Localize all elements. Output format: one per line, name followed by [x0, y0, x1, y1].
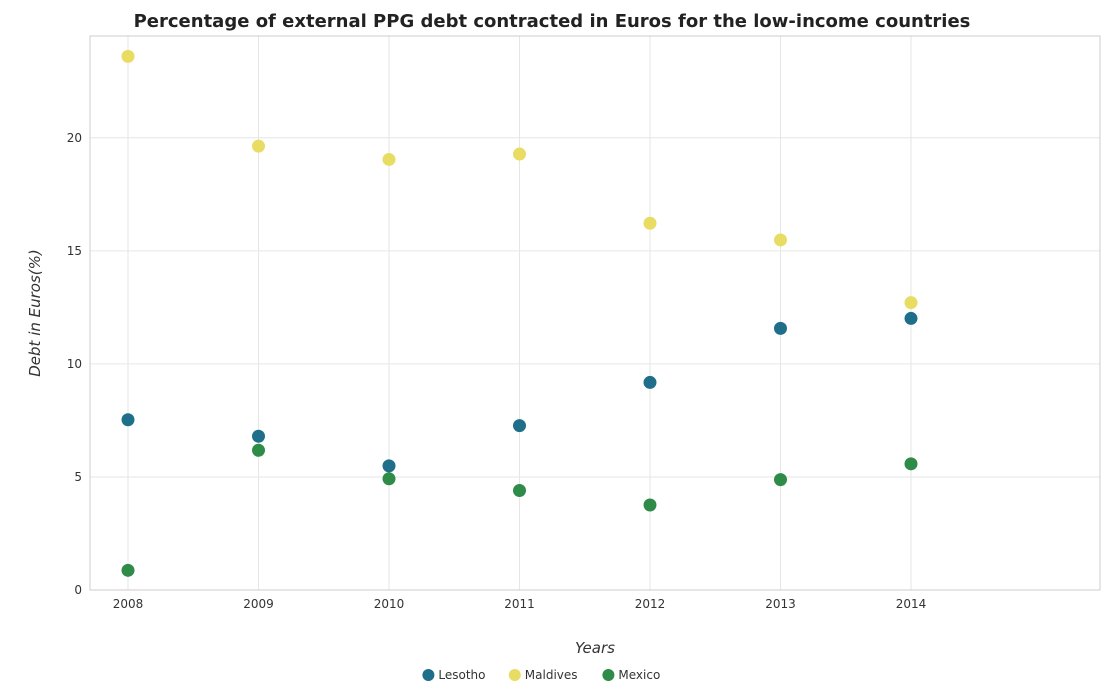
point-maldives: [382, 152, 396, 166]
point-maldives: [774, 233, 787, 247]
point-maldives: [513, 147, 526, 161]
data-points: [121, 49, 918, 577]
point-mexico: [382, 472, 396, 486]
point-maldives: [252, 139, 265, 153]
x-axis-ticks: 2008 2009 2010 2011 2012 2013 2014: [113, 597, 927, 611]
x-tick-label: 2008: [113, 597, 144, 611]
x-tick-label: 2011: [504, 597, 535, 611]
grid-lines: [90, 36, 1100, 591]
point-mexico: [121, 563, 135, 577]
point-lesotho: [252, 429, 265, 443]
point-lesotho: [121, 413, 135, 427]
x-tick-label: 2010: [374, 597, 405, 611]
y-tick-label: 15: [67, 244, 82, 258]
point-mexico: [252, 443, 265, 457]
y-axis-ticks: 0 5 10 15 20: [67, 131, 82, 597]
legend: Lesotho Maldives Mexico: [422, 668, 660, 682]
point-lesotho: [904, 311, 918, 325]
legend-marker-mexico: [602, 669, 615, 681]
plot-frame: [89, 35, 1101, 591]
y-tick-label: 5: [74, 470, 82, 484]
x-tick-label: 2013: [765, 597, 796, 611]
chart-title: Percentage of external PPG debt contract…: [134, 11, 971, 32]
point-maldives: [643, 216, 657, 230]
point-lesotho: [643, 375, 657, 389]
point-lesotho: [774, 321, 787, 335]
legend-label-maldives: Maldives: [525, 668, 578, 682]
y-axis-title: Debt in Euros(%): [26, 249, 44, 377]
x-tick-label: 2014: [896, 597, 927, 611]
point-lesotho: [513, 419, 526, 433]
y-tick-label: 20: [67, 131, 82, 145]
point-maldives: [121, 49, 135, 63]
legend-marker-lesotho: [422, 669, 435, 681]
point-lesotho: [382, 459, 396, 473]
legend-marker-maldives: [508, 669, 521, 681]
legend-label-mexico: Mexico: [618, 668, 660, 682]
legend-label-lesotho: Lesotho: [438, 668, 485, 682]
point-mexico: [904, 457, 918, 471]
y-tick-label: 10: [67, 357, 82, 371]
point-mexico: [643, 498, 657, 512]
point-mexico: [774, 473, 787, 487]
x-tick-label: 2012: [635, 597, 666, 611]
x-axis-title: Years: [575, 639, 615, 657]
y-tick-label: 0: [74, 583, 82, 597]
point-maldives: [904, 296, 918, 310]
point-mexico: [513, 484, 526, 498]
x-tick-label: 2009: [243, 597, 274, 611]
